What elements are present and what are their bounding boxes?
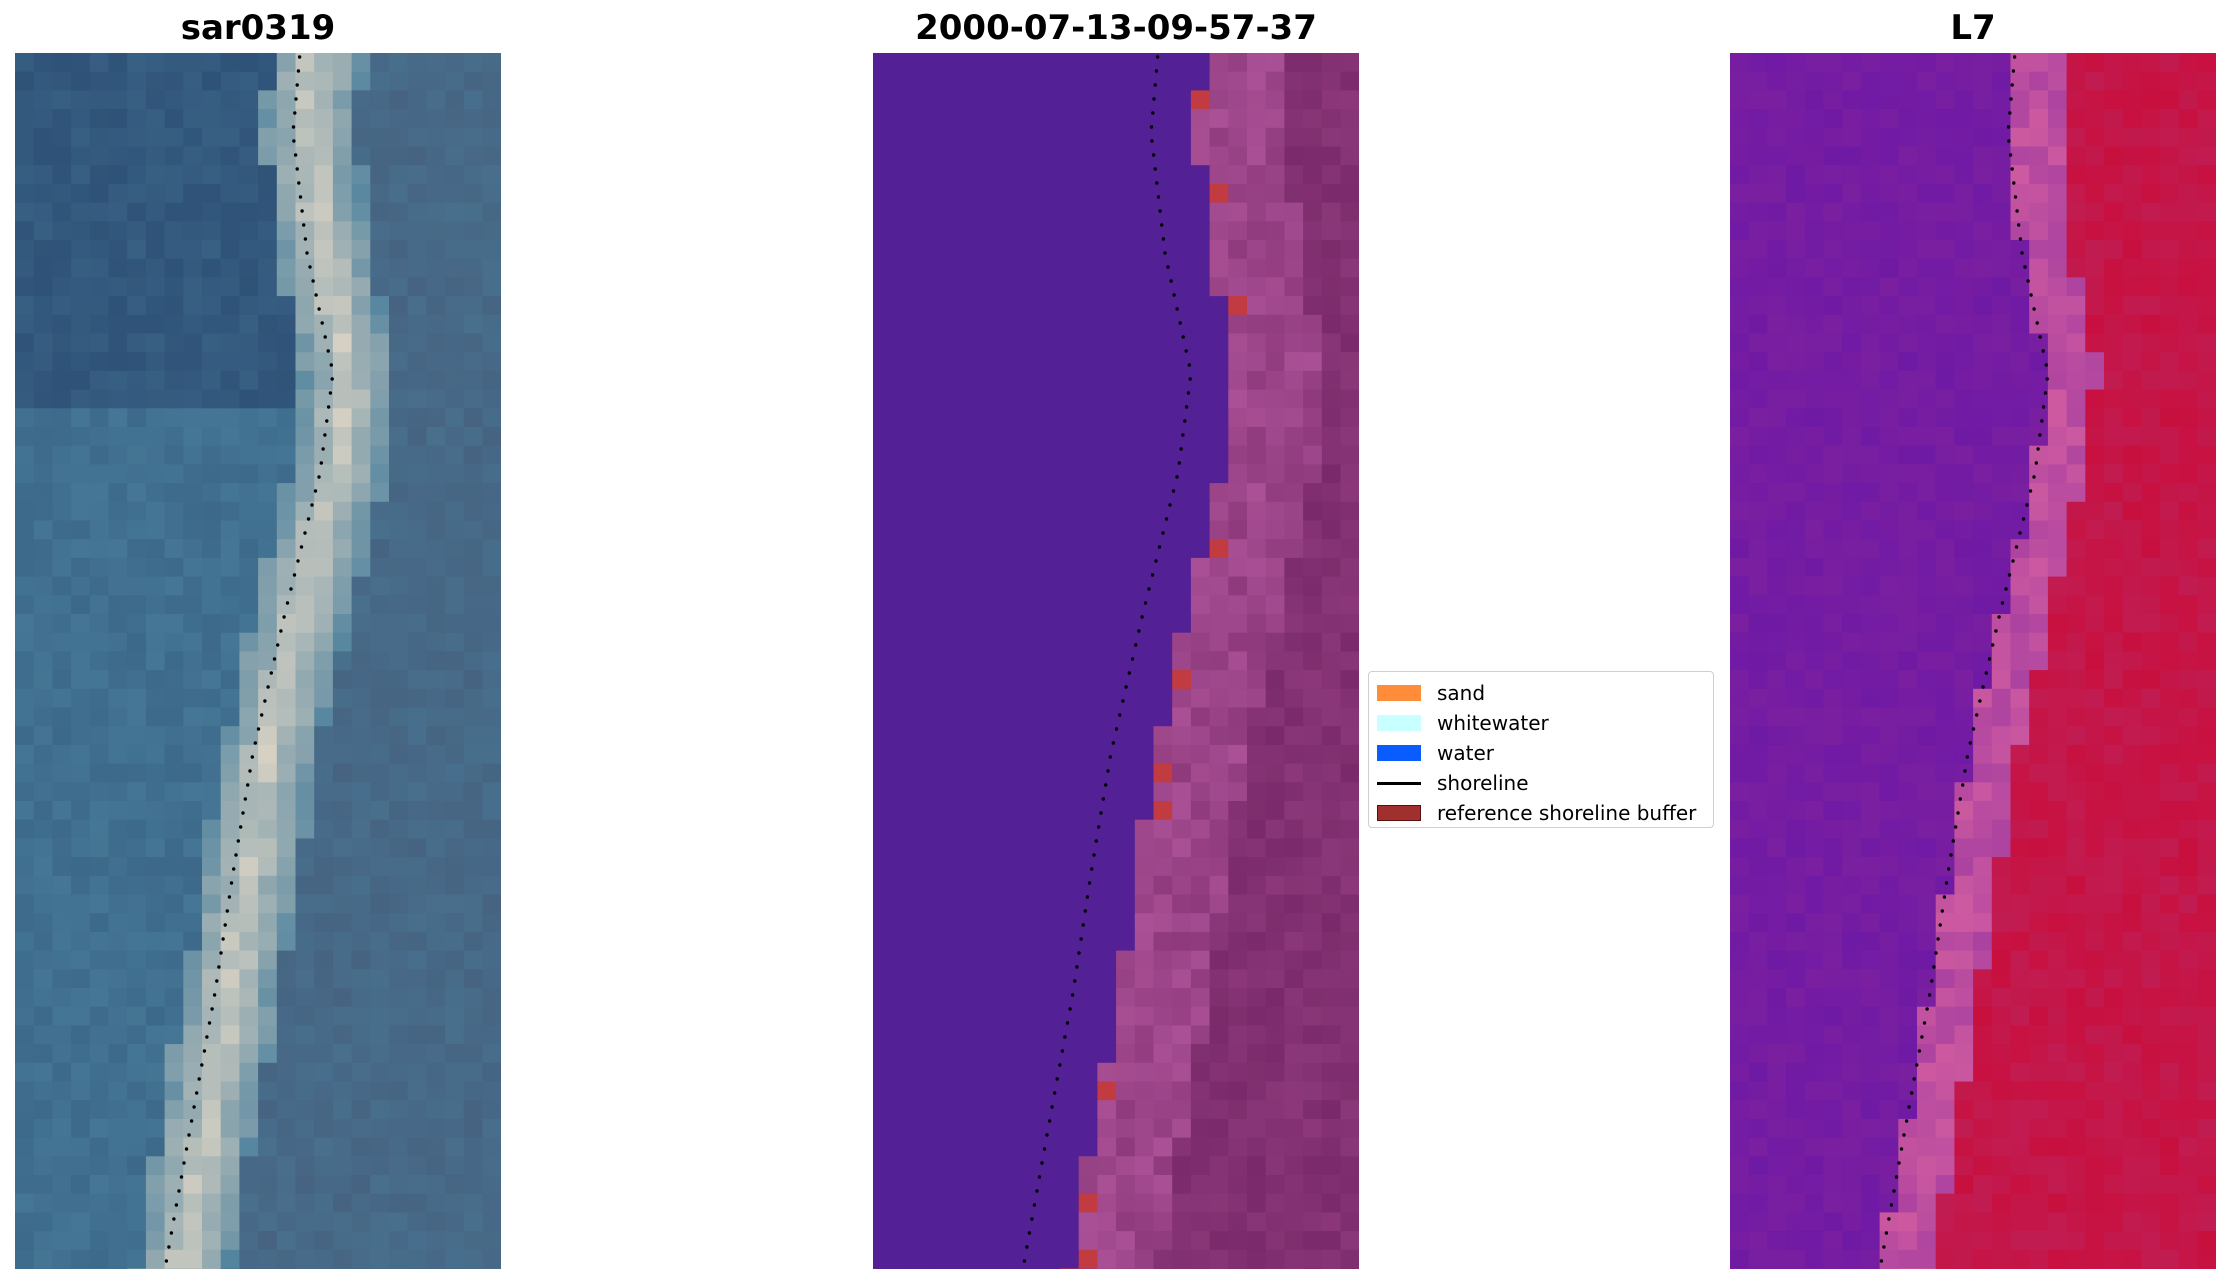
- index-image-panel: [1730, 53, 2216, 1269]
- legend-swatch-water: [1377, 745, 1421, 761]
- legend-label: whitewater: [1437, 711, 1549, 735]
- legend-swatch-whitewater: [1377, 715, 1421, 731]
- panel-title-classification: 2000-07-13-09-57-37: [915, 8, 1317, 48]
- classification-image-panel: [873, 53, 1359, 1269]
- shoreline-dots: [1022, 55, 1192, 1263]
- legend-line-shoreline: [1377, 781, 1421, 785]
- legend-label: reference shoreline buffer: [1437, 801, 1697, 825]
- legend-item-whitewater: whitewater: [1377, 708, 1705, 738]
- legend-label: shoreline: [1437, 771, 1529, 795]
- rgb-image-panel: [15, 53, 501, 1269]
- legend-label: sand: [1437, 681, 1486, 705]
- legend-item-sand: sand: [1377, 678, 1705, 708]
- panel-title-rgb: sar0319: [180, 8, 336, 48]
- legend: sand whitewater water shoreline referenc…: [1368, 671, 1714, 828]
- legend-item-shoreline: shoreline: [1377, 768, 1705, 798]
- legend-item-water: water: [1377, 738, 1705, 768]
- shoreline-dots: [164, 55, 334, 1263]
- legend-label: water: [1437, 741, 1494, 765]
- legend-swatch-sand: [1377, 685, 1421, 701]
- legend-swatch-buffer: [1377, 805, 1421, 821]
- rgb-image: [15, 53, 501, 1269]
- legend-item-buffer: reference shoreline buffer: [1377, 798, 1705, 828]
- shoreline-dots: [1879, 55, 2049, 1263]
- panel-title-index: L7: [1950, 8, 1996, 48]
- classification-image: [873, 53, 1359, 1269]
- index-image: [1730, 53, 2216, 1269]
